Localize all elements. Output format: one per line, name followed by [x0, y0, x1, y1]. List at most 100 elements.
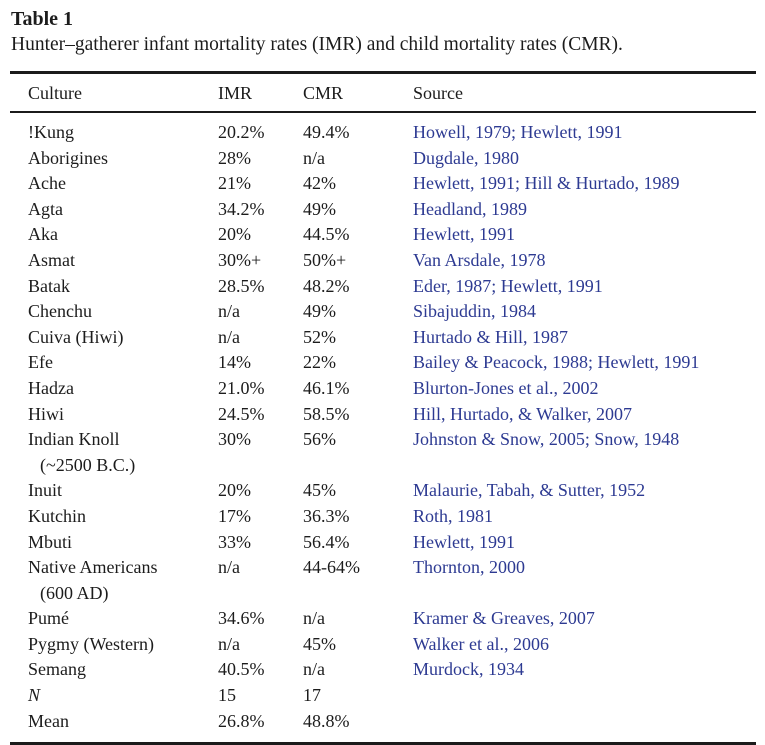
table-row: Native Americans (600 AD) n/a 44-64% Tho… [10, 555, 756, 606]
cmr-cell: 36.3% [303, 505, 350, 526]
cmr-cell: 46.1% [303, 377, 350, 398]
cmr-cell: 44.5% [303, 224, 350, 245]
table-row: Aborigines 28% n/a Dugdale, 1980 [10, 146, 756, 172]
culture-cell: Mbuti [28, 531, 73, 552]
culture-cell: Chenchu [28, 301, 92, 322]
table-row-mean: Mean 26.8% 48.8% [10, 709, 756, 735]
imr-cell: 24.5% [218, 403, 265, 424]
cmr-cell: 45% [303, 480, 336, 501]
culture-cell: Cuiva (Hiwi) [28, 326, 124, 347]
imr-cell: 30% [218, 429, 251, 450]
source-citation-link[interactable]: Howell, 1979; Hewlett, 1991 [413, 122, 623, 142]
culture-cell: Indian Knoll (~2500 B.C.) [28, 427, 218, 478]
table-row: Aka 20% 44.5% Hewlett, 1991 [10, 222, 756, 248]
column-header-source: Source [413, 83, 463, 103]
culture-line1: Indian Knoll [28, 429, 120, 450]
culture-cell: Hadza [28, 377, 74, 398]
source-citation-link[interactable]: Blurton-Jones et al., 2002 [413, 377, 599, 398]
culture-cell: Semang [28, 659, 86, 680]
table-row: Indian Knoll (~2500 B.C.) 30% 56% Johnst… [10, 427, 756, 478]
imr-cell: n/a [218, 557, 240, 578]
table-row: Cuiva (Hiwi) n/a 52% Hurtado & Hill, 198… [10, 325, 756, 351]
cmr-cell: 45% [303, 633, 336, 654]
imr-cell: 21% [218, 173, 251, 194]
culture-cell: Batak [28, 275, 70, 296]
culture-cell: Aka [28, 224, 58, 245]
source-citation-link[interactable]: Headland, 1989 [413, 198, 527, 219]
source-citation-link[interactable]: Roth, 1981 [413, 505, 494, 526]
table-bottom-rule [10, 742, 756, 745]
source-citation-link[interactable]: Johnston & Snow, 2005; Snow, 1948 [413, 429, 680, 450]
imr-cell: 15 [218, 685, 236, 706]
table-row: Chenchu n/a 49% Sibajuddin, 1984 [10, 299, 756, 325]
table-body: !Kung 20.2% 49.4% Howell, 1979; Hewlett,… [10, 113, 756, 737]
culture-line1: Native Americans [28, 557, 158, 578]
imr-cell: 33% [218, 531, 251, 552]
cmr-cell: 56% [303, 429, 336, 450]
source-citation-link[interactable]: Thornton, 2000 [413, 557, 525, 578]
table-row: !Kung 20.2% 49.4% Howell, 1979; Hewlett,… [10, 120, 756, 146]
imr-cell: n/a [218, 633, 240, 654]
source-citation-link[interactable]: Hill, Hurtado, & Walker, 2007 [413, 403, 632, 424]
table-row: Hadza 21.0% 46.1% Blurton-Jones et al., … [10, 376, 756, 402]
imr-cell: 34.6% [218, 608, 265, 629]
imr-cell: 20% [218, 480, 251, 501]
culture-cell: Inuit [28, 480, 62, 501]
table-row: Kutchin 17% 36.3% Roth, 1981 [10, 504, 756, 530]
source-citation-link[interactable]: Dugdale, 1980 [413, 147, 519, 168]
source-citation-link[interactable]: Sibajuddin, 1984 [413, 301, 537, 322]
table-header-row: Culture IMR CMR Source [10, 74, 756, 111]
source-citation-link[interactable]: Bailey & Peacock, 1988; Hewlett, 1991 [413, 352, 700, 373]
source-citation-link[interactable]: Van Arsdale, 1978 [413, 249, 546, 270]
cmr-cell: 49% [303, 198, 336, 219]
source-cell [413, 709, 756, 735]
imr-cell: 20.2% [218, 122, 265, 142]
source-citation-link[interactable]: Hurtado & Hill, 1987 [413, 326, 568, 347]
culture-cell: Ache [28, 173, 66, 194]
table-row: Batak 28.5% 48.2% Eder, 1987; Hewlett, 1… [10, 274, 756, 300]
imr-cell: 28% [218, 147, 251, 168]
cmr-cell: 48.8% [303, 710, 350, 731]
culture-line2: (~2500 B.C.) [40, 454, 136, 475]
cmr-cell: n/a [303, 147, 325, 168]
cmr-cell: 49% [303, 301, 336, 322]
source-citation-link[interactable]: Murdock, 1934 [413, 659, 524, 680]
table-row: Efe 14% 22% Bailey & Peacock, 1988; Hewl… [10, 350, 756, 376]
imr-cell: 40.5% [218, 659, 265, 680]
cmr-cell: n/a [303, 659, 325, 680]
imr-cell: 14% [218, 352, 251, 373]
source-citation-link[interactable]: Eder, 1987; Hewlett, 1991 [413, 275, 603, 296]
cmr-cell: 48.2% [303, 275, 350, 296]
cmr-cell: 50%+ [303, 249, 347, 270]
culture-cell: Mean [28, 710, 69, 731]
imr-cell: 30%+ [218, 249, 262, 270]
column-header-imr: IMR [218, 83, 253, 103]
table-row: Pygmy (Western) n/a 45% Walker et al., 2… [10, 632, 756, 658]
cmr-cell: 42% [303, 173, 336, 194]
table-row: Pumé 34.6% n/a Kramer & Greaves, 2007 [10, 606, 756, 632]
culture-cell: Aborigines [28, 147, 108, 168]
imr-cell: n/a [218, 301, 240, 322]
source-citation-link[interactable]: Hewlett, 1991; Hill & Hurtado, 1989 [413, 173, 680, 194]
table-row: Inuit 20% 45% Malaurie, Tabah, & Sutter,… [10, 478, 756, 504]
source-citation-link[interactable]: Kramer & Greaves, 2007 [413, 608, 595, 629]
column-header-cmr: CMR [303, 83, 344, 103]
table-row-n: N 15 17 [10, 683, 756, 709]
source-citation-link[interactable]: Walker et al., 2006 [413, 633, 550, 654]
source-citation-link[interactable]: Hewlett, 1991 [413, 224, 515, 245]
source-citation-link[interactable]: Malaurie, Tabah, & Sutter, 1952 [413, 480, 646, 501]
imr-cell: n/a [218, 326, 240, 347]
cmr-cell: 44-64% [303, 557, 360, 578]
source-citation-link[interactable]: Hewlett, 1991 [413, 531, 515, 552]
imr-cell: 34.2% [218, 198, 265, 219]
table-caption: Hunter–gatherer infant mortality rates (… [11, 34, 623, 55]
table-row: Agta 34.2% 49% Headland, 1989 [10, 197, 756, 223]
culture-cell: !Kung [28, 122, 74, 142]
cmr-cell: 56.4% [303, 531, 350, 552]
culture-line2: (600 AD) [40, 582, 109, 603]
imr-cell: 21.0% [218, 377, 265, 398]
table-top-rule [10, 71, 756, 74]
culture-cell: Asmat [28, 249, 75, 270]
cmr-cell: 52% [303, 326, 336, 347]
